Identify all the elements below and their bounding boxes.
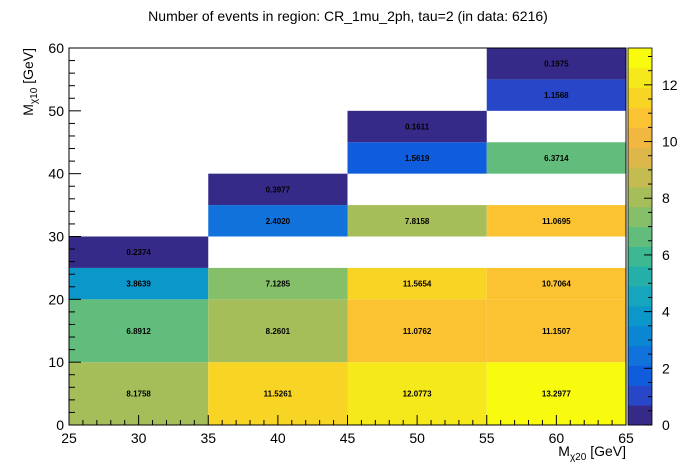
y-axis: 0 10 20 30 40 50 60 bbox=[48, 40, 81, 433]
cell-value-label: 11.0695 bbox=[542, 217, 571, 226]
heatmap-cell bbox=[208, 362, 348, 425]
color-scale-band bbox=[628, 167, 652, 188]
color-scale-band bbox=[628, 405, 652, 426]
cell-value-label: 11.5261 bbox=[264, 390, 293, 399]
cell-value-label: 1.5619 bbox=[405, 154, 430, 163]
cell-value-label: 12.0773 bbox=[403, 390, 432, 399]
color-scale-band bbox=[628, 87, 652, 109]
cell-value-label: 0.3977 bbox=[266, 185, 291, 194]
heatmap-cell bbox=[347, 142, 487, 174]
x-tick-label: 30 bbox=[131, 430, 147, 446]
color-scale-band bbox=[628, 365, 652, 386]
cell-value-label: 11.1507 bbox=[542, 327, 571, 336]
color-scale-band bbox=[628, 345, 652, 366]
x-axis: 25 30 35 40 45 50 55 60 65 bbox=[61, 415, 634, 446]
heatmap-cell bbox=[347, 362, 487, 425]
cell-value-label: 10.7064 bbox=[542, 280, 571, 289]
heatmap-cells bbox=[69, 48, 626, 425]
x-tick-label: 60 bbox=[549, 430, 565, 446]
heatmap-cell bbox=[347, 205, 487, 237]
cell-value-label: 6.3714 bbox=[544, 154, 569, 163]
cell-value-label: 6.8912 bbox=[126, 327, 151, 336]
color-scale-band bbox=[628, 107, 652, 128]
heatmap-cell bbox=[486, 267, 626, 300]
heatmap-cell bbox=[69, 299, 209, 363]
cell-value-label: 8.2601 bbox=[266, 327, 291, 336]
heatmap-cell bbox=[347, 110, 487, 143]
color-scale-band bbox=[628, 48, 652, 69]
y-tick-label: 10 bbox=[48, 354, 64, 370]
x-tick-label: 35 bbox=[200, 430, 216, 446]
x-tick-label: 65 bbox=[618, 430, 634, 446]
cell-value-label: 7.8158 bbox=[405, 217, 430, 226]
heatmap-cell bbox=[486, 142, 626, 174]
heatmap-cell bbox=[69, 362, 209, 425]
x-axis-label: Mχ20 [GeV] bbox=[558, 443, 626, 463]
heatmap-cell-labels: 8.1758 6.8912 3.8639 0.2374 11.5261 8.2601 7.1… bbox=[126, 60, 571, 399]
y-tick-label: 0 bbox=[56, 417, 64, 433]
z-tick-label: 4 bbox=[662, 304, 670, 320]
color-scale-bar bbox=[627, 47, 653, 426]
color-scale-band bbox=[628, 286, 652, 307]
color-scale-band bbox=[628, 226, 652, 247]
y-tick-label: 60 bbox=[48, 40, 64, 56]
heatmap-cell bbox=[486, 299, 626, 363]
z-tick-label: 8 bbox=[662, 190, 670, 206]
heatmap-cell bbox=[486, 79, 626, 111]
cell-value-label: 13.2977 bbox=[542, 390, 571, 399]
heatmap-cell bbox=[486, 205, 626, 237]
y-tick-label: 40 bbox=[48, 166, 64, 182]
heatmap-cell bbox=[208, 205, 348, 237]
z-tick-label: 6 bbox=[662, 247, 670, 263]
heatmap-cell bbox=[208, 173, 348, 206]
x-tick-label: 25 bbox=[61, 430, 77, 446]
heatmap-cell bbox=[69, 236, 209, 268]
heatmap-cell bbox=[347, 299, 487, 363]
color-scale-frame bbox=[627, 47, 653, 426]
heatmap-cell bbox=[486, 362, 626, 425]
cell-value-label: 7.1285 bbox=[266, 280, 291, 289]
x-tick-label: 40 bbox=[270, 430, 286, 446]
color-scale-band bbox=[628, 127, 652, 148]
y-axis-label: Mχ10 [GeV] bbox=[20, 48, 40, 116]
heatmap-cell bbox=[347, 267, 487, 300]
heatmap-cell bbox=[486, 48, 626, 80]
z-tick-label: 0 bbox=[662, 417, 670, 433]
cell-value-label: 0.1975 bbox=[544, 60, 569, 69]
cell-value-label: 0.1611 bbox=[405, 123, 430, 132]
heatmap-cell bbox=[69, 267, 209, 300]
color-scale-band bbox=[628, 305, 652, 327]
color-scale-axis: 0 2 4 6 8 10 12 bbox=[644, 56, 678, 433]
cell-value-label: 2.4020 bbox=[266, 217, 291, 226]
cell-value-label: 1.1568 bbox=[544, 91, 569, 100]
cell-value-label: 3.8639 bbox=[126, 280, 151, 289]
color-scale-band bbox=[628, 246, 652, 267]
y-tick-label: 20 bbox=[48, 291, 64, 307]
color-scale-band bbox=[628, 385, 652, 406]
x-tick-label: 50 bbox=[409, 430, 425, 446]
chart-title: Number of events in region: CR_1mu_2ph, … bbox=[148, 8, 548, 24]
color-scale-band bbox=[628, 325, 652, 347]
heatmap-cell bbox=[208, 267, 348, 300]
cell-value-label: 11.0762 bbox=[403, 327, 432, 336]
x-tick-label: 45 bbox=[340, 430, 356, 446]
heatmap-cell bbox=[208, 299, 348, 363]
z-tick-label: 2 bbox=[662, 360, 670, 376]
z-tick-label: 10 bbox=[662, 134, 678, 150]
color-scale-band bbox=[628, 266, 652, 287]
y-tick-label: 50 bbox=[48, 103, 64, 119]
color-scale-band bbox=[628, 206, 652, 228]
color-scale-band bbox=[628, 67, 652, 89]
color-scale-band bbox=[628, 186, 652, 208]
y-tick-label: 30 bbox=[48, 229, 64, 245]
z-tick-label: 12 bbox=[662, 77, 678, 93]
cell-value-label: 8.1758 bbox=[126, 390, 151, 399]
x-tick-label: 55 bbox=[479, 430, 495, 446]
cell-value-label: 11.5654 bbox=[403, 280, 432, 289]
color-scale-band bbox=[628, 147, 652, 168]
cell-value-label: 0.2374 bbox=[126, 248, 151, 257]
